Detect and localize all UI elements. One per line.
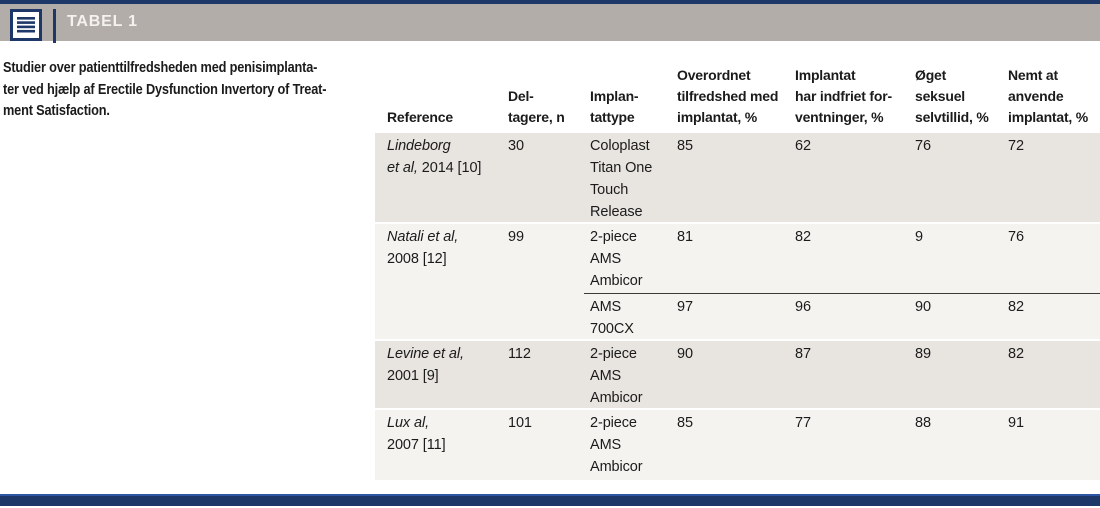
column-header-reference: Reference <box>387 109 453 125</box>
value-cell: 76 <box>1008 229 1024 245</box>
bottom-border-bar <box>0 494 1100 506</box>
implant-type-cell: AMS 700CX <box>590 299 634 337</box>
reference-year: 2001 [9] <box>387 368 439 384</box>
value-cell: 72 <box>1008 138 1024 154</box>
value-cell: 62 <box>795 138 811 154</box>
table-caption: Studier over patienttilfredsheden med pe… <box>3 59 327 119</box>
reference-cell: Natali et al, 2008 [12] <box>375 226 508 339</box>
value-cell: 82 <box>795 229 811 245</box>
column-header-met-expectations: Implantat har indfriet for- ventninger, … <box>795 67 892 125</box>
value-cell: 91 <box>1008 415 1024 431</box>
implant-type-cell: 2-piece AMS Ambicor <box>590 229 643 289</box>
value-cell: 76 <box>915 138 931 154</box>
value-cell: 90 <box>915 299 931 315</box>
reference-year: 2014 [10] <box>417 160 482 176</box>
participants-cell: 30 <box>508 138 524 154</box>
sub-rows-container: 2-piece AMS Ambicor 81 82 9 76 AMS 700CX… <box>584 226 1100 339</box>
value-cell: 89 <box>915 346 931 362</box>
table-row: Natali et al, 2008 [12] 99 2-piece AMS A… <box>375 224 1100 339</box>
value-cell: 85 <box>677 138 693 154</box>
sub-row: 2-piece AMS Ambicor 81 82 9 76 <box>584 226 1100 293</box>
table-row: Levine et al, 2001 [9] 112 2-piece AMS A… <box>375 341 1100 408</box>
participants-cell: 99 <box>508 229 524 245</box>
reference-cell: Lindeborg et al, 2014 [10] <box>375 135 508 222</box>
value-cell: 88 <box>915 415 931 431</box>
value-cell: 81 <box>677 229 693 245</box>
column-header-sexual-confidence: Øget seksuel selvtillid, % <box>915 67 989 125</box>
reference-authors: Lindeborg et al, <box>387 138 451 176</box>
reference-year: 2007 [11] <box>387 437 446 453</box>
column-header-overall-satisfaction: Overordnet tilfredshed med implantat, % <box>677 67 779 125</box>
implant-type-cell: 2-piece AMS Ambicor <box>590 346 643 406</box>
value-cell: 96 <box>795 299 811 315</box>
vertical-divider <box>53 9 56 43</box>
value-cell: 85 <box>677 415 693 431</box>
table-row: Lindeborg et al, 2014 [10] 30 Coloplast … <box>375 133 1100 222</box>
value-cell: 87 <box>795 346 811 362</box>
value-cell: 77 <box>795 415 811 431</box>
reference-authors: Natali et al, <box>387 229 459 245</box>
sub-row-divided: AMS 700CX 97 96 90 82 <box>584 293 1100 339</box>
reference-authors: Lux al, <box>387 415 430 431</box>
table-tag: TABEL 1 <box>67 13 138 30</box>
participants-cell: 112 <box>508 346 531 362</box>
table-list-icon <box>10 9 42 41</box>
table-header-row: Reference Del- tagere, n Implan- tattype… <box>375 57 1100 133</box>
value-cell: 82 <box>1008 299 1024 315</box>
reference-cell: Levine et al, 2001 [9] <box>375 343 508 408</box>
table-header-bar <box>0 4 1100 41</box>
reference-authors: Levine et al, <box>387 346 464 362</box>
reference-cell: Lux al, 2007 [11] <box>375 412 508 480</box>
participants-cell: 101 <box>508 415 532 431</box>
value-cell: 9 <box>915 229 923 245</box>
column-header-participants: Del- tagere, n <box>508 88 565 125</box>
data-table: Reference Del- tagere, n Implan- tattype… <box>375 57 1100 480</box>
column-header-implant-type: Implan- tattype <box>590 88 639 125</box>
table-list-icon-glyph <box>17 17 35 33</box>
value-cell: 82 <box>1008 346 1024 362</box>
top-border-rule <box>0 0 1100 4</box>
table-row: Lux al, 2007 [11] 101 2-piece AMS Ambico… <box>375 410 1100 480</box>
reference-year: 2008 [12] <box>387 251 447 267</box>
column-header-easy-to-use: Nemt at anvende implantat, % <box>1008 67 1089 125</box>
value-cell: 90 <box>677 346 693 362</box>
implant-type-cell: Coloplast Titan One Touch Release <box>590 138 653 220</box>
implant-type-cell: 2-piece AMS Ambicor <box>590 415 643 475</box>
value-cell: 97 <box>677 299 693 315</box>
